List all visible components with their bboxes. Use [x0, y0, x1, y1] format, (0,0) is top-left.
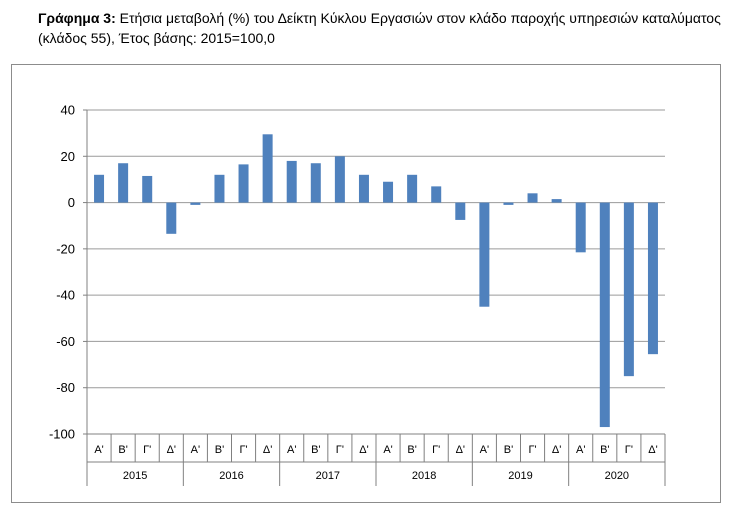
y-tick-label: -20 [56, 241, 75, 256]
year-label: 2016 [219, 470, 243, 482]
quarter-label: Γ' [239, 444, 247, 456]
year-label: 2020 [605, 470, 629, 482]
data-bar [166, 202, 177, 234]
chart-title: Γράφημα 3: Ετήσια μεταβολή (%) του Δείκτ… [38, 8, 728, 48]
quarter-label: Β' [311, 444, 320, 456]
quarter-label: Α' [383, 444, 392, 456]
quarter-label: Δ' [263, 444, 272, 456]
y-tick-label: -80 [56, 380, 75, 395]
figure-label: Γράφημα 3: [38, 10, 116, 26]
data-bar [647, 202, 658, 355]
quarter-label: Γ' [625, 444, 633, 456]
quarter-label: Α' [480, 444, 489, 456]
data-bar [503, 202, 514, 205]
data-bar [551, 199, 562, 203]
quarter-label: Α' [191, 444, 200, 456]
data-bar [334, 156, 345, 203]
quarter-label: Γ' [528, 444, 536, 456]
data-bar [190, 202, 201, 205]
y-tick-label: -60 [56, 334, 75, 349]
quarter-label: Δ' [552, 444, 561, 456]
data-bar [262, 134, 273, 203]
data-bar [599, 202, 610, 428]
quarter-label: Β' [407, 444, 416, 456]
data-bar [94, 174, 105, 203]
y-tick-label: -40 [56, 288, 75, 303]
quarter-label: Β' [600, 444, 609, 456]
quarter-label: Α' [287, 444, 296, 456]
chart-frame [11, 64, 721, 503]
quarter-label: Β' [118, 444, 127, 456]
data-bar [383, 181, 394, 203]
data-bar [238, 164, 249, 203]
figure-caption: Ετήσια μεταβολή (%) του Δείκτη Κύκλου Ερ… [38, 10, 721, 46]
data-bar [623, 202, 634, 377]
quarter-label: Δ' [648, 444, 657, 456]
quarter-label: Γ' [143, 444, 151, 456]
quarter-label: Α' [94, 444, 103, 456]
y-tick-label: 40 [61, 103, 75, 118]
data-bar [214, 174, 225, 203]
data-bar [407, 174, 418, 203]
quarter-label: Δ' [456, 444, 465, 456]
y-tick-label: -100 [49, 427, 75, 442]
data-bar [310, 163, 321, 203]
year-label: 2018 [412, 470, 436, 482]
data-bar [479, 202, 490, 307]
quarter-label: Β' [215, 444, 224, 456]
data-bar [527, 193, 538, 203]
data-bar [575, 202, 586, 253]
quarter-label: Β' [504, 444, 513, 456]
data-bar [118, 163, 129, 203]
data-bar [286, 160, 297, 203]
y-tick-label: 0 [68, 195, 75, 210]
quarter-label: Δ' [167, 444, 176, 456]
year-label: 2017 [316, 470, 340, 482]
data-bar [358, 174, 369, 203]
data-bar [431, 186, 442, 203]
quarter-label: Γ' [336, 444, 344, 456]
data-bar [455, 202, 466, 220]
quarter-label: Γ' [432, 444, 440, 456]
quarter-label: Δ' [359, 444, 368, 456]
data-bar [142, 175, 153, 203]
year-label: 2015 [123, 470, 147, 482]
quarter-label: Α' [576, 444, 585, 456]
y-tick-label: 20 [61, 149, 75, 164]
year-label: 2019 [508, 470, 532, 482]
